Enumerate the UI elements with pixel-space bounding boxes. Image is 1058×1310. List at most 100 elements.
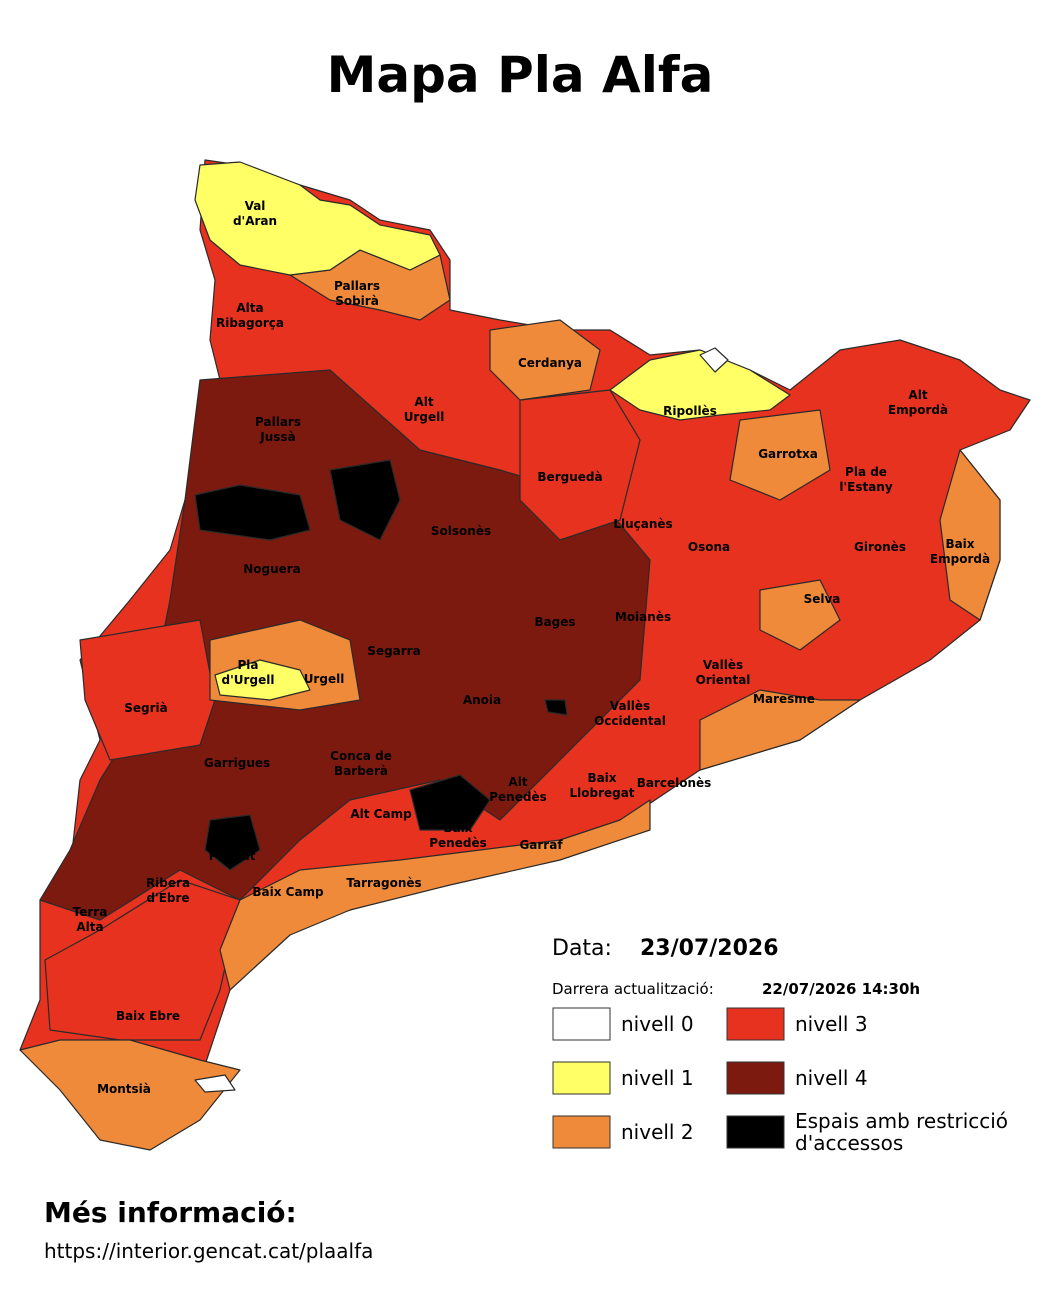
region-label-line: Penedès <box>429 836 487 850</box>
region-label-line: Moianès <box>615 610 671 624</box>
region-label: Segrià <box>124 701 168 715</box>
region-label-line: Alt <box>414 395 433 409</box>
region-label: Gironès <box>854 540 906 554</box>
region-label-line: Pla <box>237 658 258 672</box>
legend-label-line: nivell 1 <box>621 1066 694 1090</box>
zone <box>214 659 311 701</box>
region-label: Bages <box>534 615 575 629</box>
region-label-line: Val <box>245 199 266 213</box>
region-label-line: Alt Camp <box>350 807 412 821</box>
legend-label: nivell 3 <box>795 1012 868 1036</box>
updated-label: Darrera actualització: <box>552 980 714 998</box>
region-label-line: Berguedà <box>537 470 602 484</box>
region-label-line: Jussà <box>259 430 295 444</box>
region-label: Urgell <box>304 672 345 686</box>
legend-label: Espais amb restricció d'accessos <box>795 1109 1008 1155</box>
zone <box>409 774 491 831</box>
region-label-line: Occidental <box>594 714 666 728</box>
region-label-line: Llobregat <box>569 786 634 800</box>
region-label: Pla de l'Estany <box>839 465 893 494</box>
footer-title: Més informació: <box>44 1196 297 1229</box>
legend-label: nivell 4 <box>795 1066 868 1090</box>
legend-label-line: nivell 2 <box>621 1120 694 1144</box>
region-label-line: Alta <box>236 301 263 315</box>
region-label: Baix Penedès <box>429 821 487 850</box>
region-label-line: Penedès <box>489 790 547 804</box>
region-label-line: Cerdanya <box>518 356 582 370</box>
legend-swatch <box>726 1007 785 1041</box>
region-label: Barcelonès <box>637 776 712 790</box>
region-label-line: Alt <box>908 388 927 402</box>
region-label-line: Vallès <box>703 658 743 672</box>
zone <box>329 459 401 541</box>
region-label-line: Pallars <box>255 415 301 429</box>
region-label-line: Baix <box>945 537 974 551</box>
region-label-line: Terra <box>73 905 108 919</box>
zone <box>194 161 441 276</box>
region-label-line: Baix <box>443 821 472 835</box>
zone <box>19 1039 241 1151</box>
region-label: Baix Camp <box>252 885 324 899</box>
region-label-line: d'Urgell <box>222 673 275 687</box>
region-label: Noguera <box>243 562 301 576</box>
region-label-line: Solsonès <box>431 524 491 538</box>
region-label: Garraf <box>519 838 563 852</box>
region-label-line: Montsià <box>97 1082 151 1096</box>
zone <box>609 349 791 421</box>
region-label-line: Noguera <box>243 562 301 576</box>
map-shapes <box>19 159 1031 1151</box>
updated-value: 22/07/2026 14:30h <box>762 980 920 998</box>
region-label-line: Garrotxa <box>758 447 818 461</box>
legend-swatch <box>552 1115 611 1149</box>
region-label-line: Alta <box>76 920 103 934</box>
region-label-line: Tarragonès <box>346 876 421 890</box>
legend-label-line: nivell 4 <box>795 1066 868 1090</box>
region-label: Terra Alta <box>73 905 108 934</box>
legend-swatch <box>726 1115 785 1149</box>
legend-label-line: Espais amb restricció <box>795 1109 1008 1133</box>
region-label: Vallès Occidental <box>594 699 666 728</box>
region-label: Maresme <box>753 692 815 706</box>
zone <box>194 484 311 541</box>
zone <box>79 619 216 761</box>
legend-swatch <box>552 1061 611 1095</box>
region-label-line: Baix <box>587 771 616 785</box>
legend-swatch <box>726 1061 785 1095</box>
region-label: Val d'Aran <box>233 199 277 228</box>
region-label-line: Alt <box>508 775 527 789</box>
region-label-line: Empordà <box>930 552 990 566</box>
region-label-line: Vallès <box>610 699 650 713</box>
region-label: Alt Empordà <box>888 388 948 417</box>
zone <box>939 449 1001 621</box>
region-label-line: Segrià <box>124 701 168 715</box>
zone <box>699 347 729 373</box>
region-label: Solsonès <box>431 524 491 538</box>
region-label-line: Garrigues <box>204 756 270 770</box>
legend: nivell 0 nivell 1 nivell 2 nivell 3 nivell 4… <box>552 1007 1008 1155</box>
region-label-line: Baix Ebre <box>116 1009 180 1023</box>
region-label: Ribera d'Ebre <box>146 876 190 905</box>
region-label-line: Osona <box>688 540 730 554</box>
region-label: Osona <box>688 540 730 554</box>
region-label: Baix Llobregat <box>569 771 634 800</box>
region-label-line: Baix Camp <box>252 885 324 899</box>
region-label-line: Empordà <box>888 403 948 417</box>
region-label: Moianès <box>615 610 671 624</box>
region-label: Garrotxa <box>758 447 818 461</box>
zone <box>44 879 241 1041</box>
region-label-line: Bages <box>534 615 575 629</box>
region-label-line: Ribera <box>146 876 190 890</box>
region-label-line: Barberà <box>334 764 388 778</box>
legend-swatch <box>552 1007 611 1041</box>
legend-label: nivell 2 <box>621 1120 694 1144</box>
footer-url: https://interior.gencat.cat/plaalfa <box>44 1239 373 1263</box>
region-label: Conca de Barberà <box>330 749 392 778</box>
region-label-line: Maresme <box>753 692 815 706</box>
region-label-line: Urgell <box>304 672 345 686</box>
region-label: Selva <box>804 592 841 606</box>
region-label-line: Lluçanès <box>613 517 672 531</box>
region-label: Ripollès <box>663 404 717 418</box>
region-label: Garrigues <box>204 756 270 770</box>
